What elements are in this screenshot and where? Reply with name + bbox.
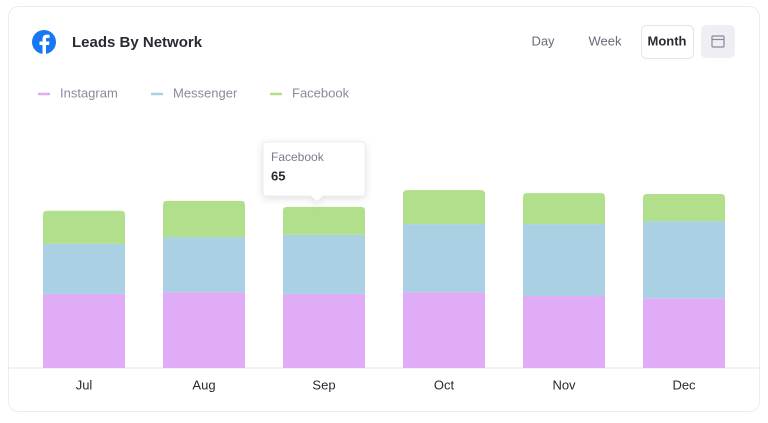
bar-segment (163, 237, 245, 293)
bar-segment (283, 206, 365, 235)
tooltip-series: Facebook (271, 150, 325, 164)
x-tick-label: Oct (434, 377, 455, 392)
bar-segment (43, 243, 125, 294)
bar-segment (163, 292, 245, 368)
bar-segment (523, 193, 605, 225)
x-tick-label: Jul (76, 377, 93, 392)
bar-segment (163, 200, 245, 238)
bar-segment (643, 193, 725, 222)
range-option[interactable]: Week (589, 33, 622, 48)
x-tick-label: Sep (312, 377, 335, 392)
legend-label: Facebook (292, 85, 350, 100)
bar-segment (283, 293, 365, 368)
tooltip-value: 65 (271, 168, 285, 183)
calendar-button[interactable] (701, 25, 735, 58)
chart-title: Leads By Network (72, 34, 203, 51)
x-tick-label: Aug (192, 377, 215, 392)
bar-segment (43, 293, 125, 368)
x-tick-label: Dec (672, 377, 696, 392)
bar-segment (403, 224, 485, 293)
bar-segment (643, 221, 725, 299)
bar-segment (523, 296, 605, 368)
bar-segment (643, 298, 725, 368)
bar-segment (403, 292, 485, 368)
x-tick-label: Nov (552, 377, 576, 392)
bar-segment (523, 224, 605, 297)
bar-segment (43, 210, 125, 244)
range-option[interactable]: Month (648, 33, 687, 48)
range-option-active[interactable] (641, 25, 694, 59)
bar-segment (403, 190, 485, 225)
range-option[interactable]: Day (531, 33, 555, 48)
legend-label: Messenger (173, 85, 238, 100)
facebook-icon (32, 30, 56, 54)
tooltip: Facebook 65 (262, 141, 366, 203)
legend-label: Instagram (60, 85, 118, 100)
bar-segment (283, 234, 365, 294)
